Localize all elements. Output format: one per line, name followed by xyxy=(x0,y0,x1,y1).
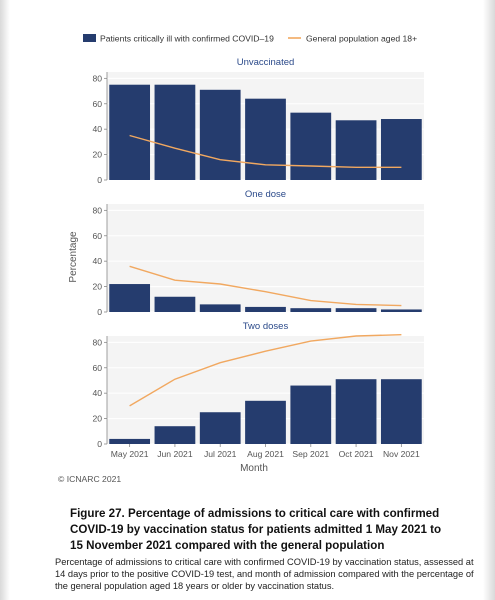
page-shadow-left xyxy=(0,0,10,600)
bar xyxy=(109,84,151,180)
bar xyxy=(245,98,286,180)
x-tick-label: Jun 2021 xyxy=(157,449,193,459)
page-shadow-right xyxy=(483,0,495,600)
bar xyxy=(245,306,286,312)
population-line xyxy=(129,134,402,169)
bar xyxy=(109,438,151,444)
y-tick-label: 0 xyxy=(97,307,102,317)
bar xyxy=(335,308,377,312)
panel-title: One dose xyxy=(245,189,286,200)
x-tick-label: Oct 2021 xyxy=(339,449,374,459)
y-tick-label: 40 xyxy=(92,388,102,398)
legend: Patients critically ill with confirmed C… xyxy=(83,34,417,44)
legend-bar-swatch xyxy=(83,34,96,42)
bar xyxy=(199,304,241,312)
y-tick-label: 80 xyxy=(92,73,102,83)
y-tick-label: 20 xyxy=(92,414,102,424)
population-line xyxy=(129,334,402,407)
y-tick-label: 40 xyxy=(92,124,102,134)
figure-number: Figure 27. xyxy=(70,507,125,520)
bar xyxy=(380,379,422,444)
x-tick-label: Nov 2021 xyxy=(383,449,420,459)
bar xyxy=(154,296,196,312)
panel-1: One dose 0 20 40 60 80 xyxy=(92,189,424,317)
panel-2: Two doses 0 20 40 60 80 xyxy=(92,321,424,449)
y-tick-label: 20 xyxy=(92,150,102,160)
y-tick-label: 80 xyxy=(92,205,102,215)
y-tick-label: 40 xyxy=(92,256,102,266)
bar xyxy=(290,308,332,312)
figure-title: Percentage of admissions to critical car… xyxy=(70,507,442,552)
y-tick-label: 60 xyxy=(92,231,102,241)
y-tick-label: 0 xyxy=(97,175,102,185)
y-tick-label: 60 xyxy=(92,363,102,373)
x-tick-label: May 2021 xyxy=(111,449,149,459)
bar xyxy=(199,89,241,180)
y-axis-label: Percentage xyxy=(68,231,79,283)
chart: Patients critically ill with confirmed C… xyxy=(58,34,424,484)
figure-description: Percentage of admissions to critical car… xyxy=(55,557,474,591)
bar xyxy=(199,412,241,444)
copyright: © ICNARC 2021 xyxy=(58,474,121,484)
bar xyxy=(154,426,196,444)
figure-caption: Figure 27. Percentage of admissions to c… xyxy=(70,506,455,554)
bar xyxy=(290,385,332,444)
x-tick-label: Sep 2021 xyxy=(292,449,329,459)
legend-line-label: General population aged 18+ xyxy=(306,34,417,44)
panel-background xyxy=(107,204,424,312)
bar xyxy=(154,84,196,180)
x-tick-label: Jul 2021 xyxy=(204,449,237,459)
panel-0: Unvaccinated 0 20 40 60 80 xyxy=(92,57,424,185)
panel-title: Two doses xyxy=(243,321,289,332)
y-tick-label: 80 xyxy=(92,337,102,347)
population-line xyxy=(129,265,402,307)
bar xyxy=(290,112,332,180)
y-tick-label: 0 xyxy=(97,439,102,449)
x-tick-label: Aug 2021 xyxy=(247,449,284,459)
x-axis-label: Month xyxy=(240,463,268,474)
bar xyxy=(335,379,377,444)
y-tick-label: 20 xyxy=(92,282,102,292)
y-tick-label: 60 xyxy=(92,99,102,109)
bar xyxy=(335,120,377,180)
bar xyxy=(109,284,151,312)
panel-title: Unvaccinated xyxy=(237,57,295,68)
bar xyxy=(380,309,422,312)
legend-bar-label: Patients critically ill with confirmed C… xyxy=(100,34,274,44)
bar xyxy=(245,400,286,444)
bar xyxy=(380,119,422,180)
